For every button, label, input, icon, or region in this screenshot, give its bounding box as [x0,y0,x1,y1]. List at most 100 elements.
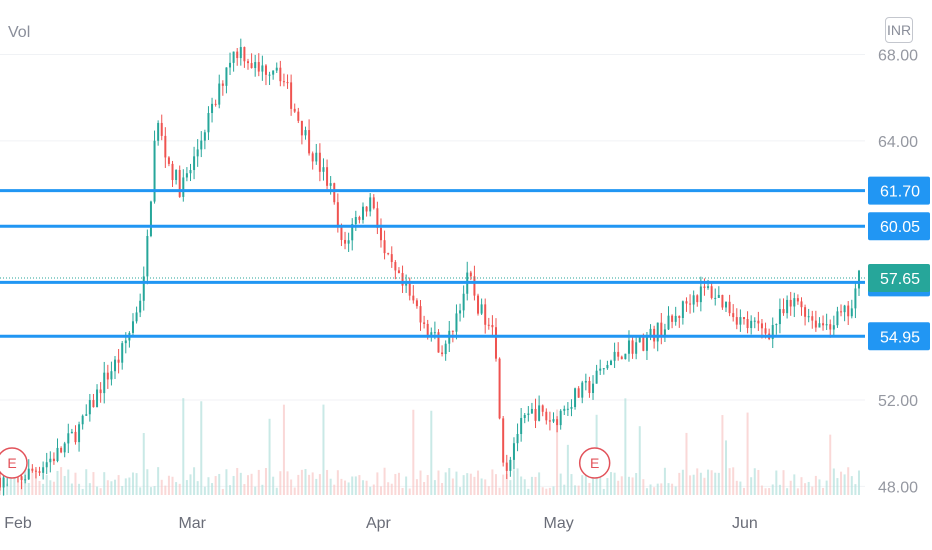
volume-bar [469,473,472,495]
volume-bar [390,483,393,495]
volume-bar [34,468,37,495]
candle-body [131,321,134,333]
volume-bar [556,409,559,495]
earnings-marker-circle [0,447,28,479]
volume-bar [92,472,95,495]
candle-body [178,169,181,197]
candle-body [246,61,249,64]
candle-body [117,359,120,363]
candle-body [459,310,462,314]
candle-body [146,236,149,277]
volume-bar [261,484,264,495]
candle-body [714,297,717,299]
volume-bar [494,474,497,495]
candle-body [577,388,580,398]
candle-body [261,65,264,72]
volume-bar [462,475,465,495]
volume-bar [609,472,612,495]
volume-bar [656,483,659,495]
last-price-box [868,264,930,293]
candle-body [157,122,160,141]
candle-body [818,323,821,328]
candle-body [351,224,354,241]
volume-bar [304,469,307,495]
candle-body [602,368,605,370]
currency-badge[interactable]: INR [885,17,913,43]
candle-body [832,325,835,330]
candle-body [239,47,242,59]
candle-body [509,459,512,471]
volume-bar [387,482,390,495]
volume-bar [347,482,350,495]
candle-body [710,286,713,298]
candle-body [175,169,178,181]
volume-bar [509,480,512,495]
level-label-box [868,212,930,241]
volume-bar [401,487,404,495]
candle-body [329,183,332,186]
candle-body [60,447,63,453]
candle-body [290,82,293,109]
volume-bar [376,472,379,495]
volume-bar [279,471,282,495]
volume-bar [326,469,329,495]
candle-body [523,414,526,418]
candle-body [840,311,843,313]
volume-bar [114,479,117,495]
candle-body [505,462,508,471]
volume-bar [653,487,656,495]
candle-body [124,340,127,344]
candle-body [663,329,666,338]
earnings-marker-label: E [590,455,599,471]
volume-bar [592,474,595,495]
candle-body [394,262,397,271]
candle-body [365,206,368,212]
candle-body [401,273,404,286]
volume-bar [78,483,81,495]
candle-body [850,308,853,317]
candles [0,38,860,496]
candle-body [656,322,659,342]
volume-bar [484,479,487,495]
x-tick-label: Apr [366,515,392,532]
volume-bar [232,475,235,495]
volume-bar [56,470,59,495]
candle-body [182,177,185,197]
candle-body [484,304,487,325]
candle-body [584,380,587,383]
candle-body [735,317,738,325]
volume-bar [520,476,523,495]
candle-body [286,82,289,84]
volume-bar [275,487,278,495]
candle-body [516,433,519,444]
candle-body [825,324,828,326]
candle-body [462,293,465,311]
candle-body [412,295,415,301]
candle-body [857,270,860,289]
candle-body [63,443,66,453]
volume-bar [329,478,332,495]
candle-body [92,400,95,408]
x-tick-label: Feb [4,515,32,532]
candle-body [599,368,602,371]
earnings-marker[interactable]: E [0,447,28,479]
volume-bar [491,469,494,495]
volume-bar [570,474,573,495]
earnings-marker[interactable]: E [578,447,611,479]
volume-bar [246,475,249,495]
candle-body [581,382,584,398]
candle-body [38,471,41,473]
volume-bar [599,472,602,495]
earnings-marker-label: E [7,455,16,471]
candle-body [203,132,206,141]
volume-bar [394,473,397,495]
volume-bar [588,482,591,495]
candle-body [441,352,444,355]
candle-body [372,197,375,209]
volume-bar [106,480,109,495]
candle-body [268,74,271,76]
candle-body [778,309,781,325]
